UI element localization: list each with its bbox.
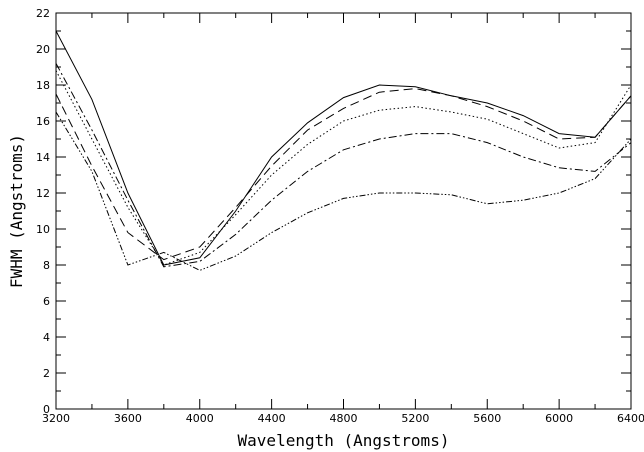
plot-frame <box>55 12 632 410</box>
y-tick-label: 8 <box>43 259 50 272</box>
x-tick-label: 5600 <box>473 412 501 425</box>
x-tick-label: 3600 <box>114 412 142 425</box>
y-tick-label: 22 <box>36 7 50 20</box>
y-tick-label: 18 <box>36 79 50 92</box>
series-line-5 <box>55 111 632 271</box>
series-line-2 <box>55 88 632 261</box>
series-line-3 <box>55 70 632 266</box>
x-tick-label: 5200 <box>401 412 429 425</box>
y-tick-label: 12 <box>36 187 50 200</box>
series-line-1 <box>55 30 632 266</box>
y-tick-label: 14 <box>36 151 50 164</box>
x-tick-label: 6400 <box>617 412 644 425</box>
tick-labels: 3200 3600 4000 4400 4800 5200 5600 6000 6400 0 2 4 6… <box>36 7 644 425</box>
y-tick-label: 6 <box>43 295 50 308</box>
y-tick-label: 10 <box>36 223 50 236</box>
y-axis-label: FWHM (Angstroms) <box>7 134 26 288</box>
y-tick-label: 2 <box>43 367 50 380</box>
y-tick-label: 20 <box>36 43 50 56</box>
axis-ticks <box>55 12 632 410</box>
series-line-4 <box>55 63 632 268</box>
y-tick-label: 0 <box>43 403 50 416</box>
y-tick-label: 4 <box>43 331 50 344</box>
x-axis-label: Wavelength (Angstroms) <box>238 431 450 450</box>
x-tick-label: 6000 <box>545 412 573 425</box>
x-tick-label: 4800 <box>330 412 358 425</box>
y-tick-label: 16 <box>36 115 50 128</box>
x-tick-label: 3200 <box>42 412 70 425</box>
x-tick-label: 4400 <box>258 412 286 425</box>
plot-lines <box>55 30 632 271</box>
x-tick-label: 4000 <box>186 412 214 425</box>
